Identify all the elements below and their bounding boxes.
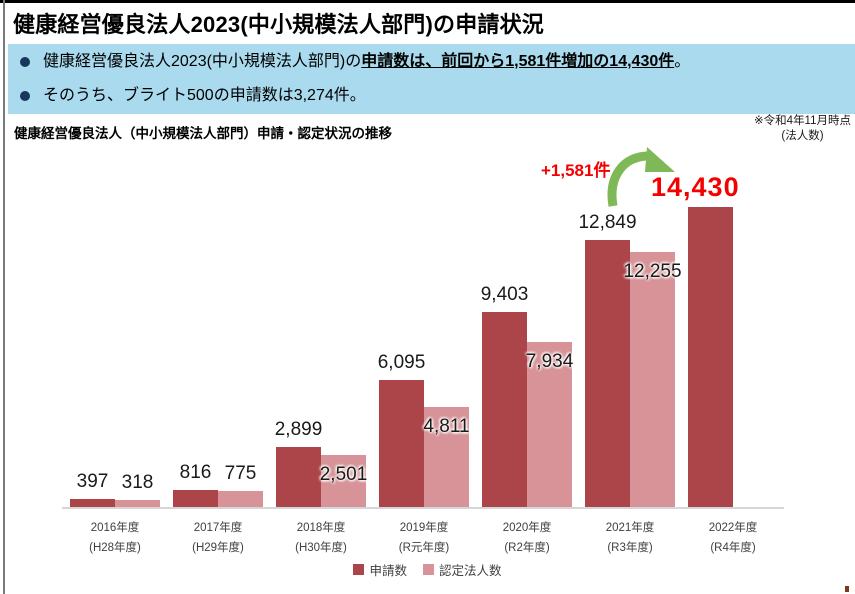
value-label-applications-2019年度: 6,095 [377,352,426,373]
x-tick-year: 2017年度 [193,522,243,534]
bullet-1-suffix: 。 [674,53,691,70]
bar-applications-2017年度 [173,490,218,507]
bar-applications-2020年度 [482,312,527,507]
x-tick-era: (R4年度) [710,542,756,554]
bullet-1-prefix: 健康経営優良法人2023(中小規模法人部門)の [43,53,362,70]
x-tick-era: (H30年度) [295,542,347,554]
increase-annotation: +1,581件 [541,161,611,180]
x-tick-year: 2021年度 [605,522,655,534]
x-tick-era: (R3年度) [607,542,653,554]
value-label-applications-2017年度: 816 [179,462,212,483]
value-label-certified-2021年度: 12,255 [623,261,682,282]
bar-applications-2021年度 [585,240,630,507]
legend-label-applications: 申請数 [369,564,407,578]
x-tick-2022年度: 2022年度 (R4年度) [673,518,793,558]
value-label-certified-2018年度: 2,501 [319,464,368,485]
x-tick-year: 2016年度 [90,522,140,534]
legend-swatch-applications [353,564,365,575]
legend-swatch-certified [423,564,434,575]
x-tick-era: (R元年度) [398,542,450,554]
bar-applications-2018年度 [276,447,321,507]
chart-heading: 健康経営優良法人（中小規模法人部門）申請・認定状況の推移 [14,126,392,141]
value-label-certified-2019年度: 4,811 [423,416,470,437]
bar-certified-2016年度 [115,500,160,507]
summary-bullet-1-text: 健康経営優良法人2023(中小規模法人部門)の申請数は、前回から1,581件増加… [43,51,690,73]
chart-note: ※令和4年11月時点 (法人数) [754,114,851,144]
window-left-border [3,0,5,594]
value-label-certified-2020年度: 7,934 [525,351,574,372]
page-title: 健康経営優良法人2023(中小規模法人部門)の申請状況 [13,12,544,37]
window-top-border [0,0,855,3]
x-tick-year: 2019年度 [399,522,449,534]
bullet-icon [20,91,30,101]
chart-note-line2: (法人数) [781,130,824,142]
bar-applications-2019年度 [379,380,424,507]
summary-bullet-2: そのうち、ブライト500の申請数は3,274件。 [18,85,366,107]
bullet-1-emphasis: 申請数は、前回から1,581件増加の14,430件 [361,53,675,70]
x-tick-year: 2020年度 [502,522,552,534]
cropped-corner-glyph [845,586,849,592]
highlight-value-label: 14,430 [651,172,740,202]
x-tick-era: (H28年度) [89,542,141,554]
bar-applications-2022年度 [688,207,733,507]
x-tick-2021年度: 2021年度 (R3年度) [570,518,690,558]
legend-item-applications: 申請数 [353,560,407,579]
value-label-certified-2016年度: 318 [121,472,154,493]
bar-certified-2021年度 [630,252,675,507]
value-label-certified-2017年度: 775 [224,463,257,484]
bar-certified-2017年度 [218,491,263,507]
bar-certified-2018年度 [321,455,366,507]
value-label-applications-2020年度: 9,403 [480,284,529,305]
x-tick-2018年度: 2018年度 (H30年度) [261,518,381,558]
summary-bullet-1: 健康経営優良法人2023(中小規模法人部門)の申請数は、前回から1,581件増加… [18,51,690,73]
value-label-applications-2018年度: 2,899 [274,419,323,440]
chart-note-line1: ※令和4年11月時点 [754,115,851,127]
legend-item-certified: 認定法人数 [423,560,502,579]
x-tick-year: 2022年度 [708,522,758,534]
x-tick-era: (H29年度) [192,542,244,554]
x-tick-2019年度: 2019年度 (R元年度) [364,518,484,558]
value-label-applications-2021年度: 12,849 [578,212,637,233]
x-axis-line [62,507,784,509]
bar-certified-2019年度 [424,407,469,507]
chart-legend: 申請数 認定法人数 [0,560,855,579]
summary-bullet-2-text: そのうち、ブライト500の申請数は3,274件。 [43,87,366,104]
x-tick-2016年度: 2016年度 (H28年度) [55,518,175,558]
bar-certified-2020年度 [527,342,572,507]
summary-box: 健康経営優良法人2023(中小規模法人部門)の申請数は、前回から1,581件増加… [8,44,855,114]
legend-label-certified: 認定法人数 [439,564,502,578]
x-tick-2020年度: 2020年度 (R2年度) [467,518,587,558]
value-label-applications-2016年度: 397 [76,471,109,492]
bar-applications-2016年度 [70,499,115,507]
bullet-icon [20,57,30,67]
x-tick-2017年度: 2017年度 (H29年度) [158,518,278,558]
x-tick-year: 2018年度 [296,522,346,534]
curved-arrow-icon [607,147,675,207]
x-tick-era: (R2年度) [504,542,550,554]
